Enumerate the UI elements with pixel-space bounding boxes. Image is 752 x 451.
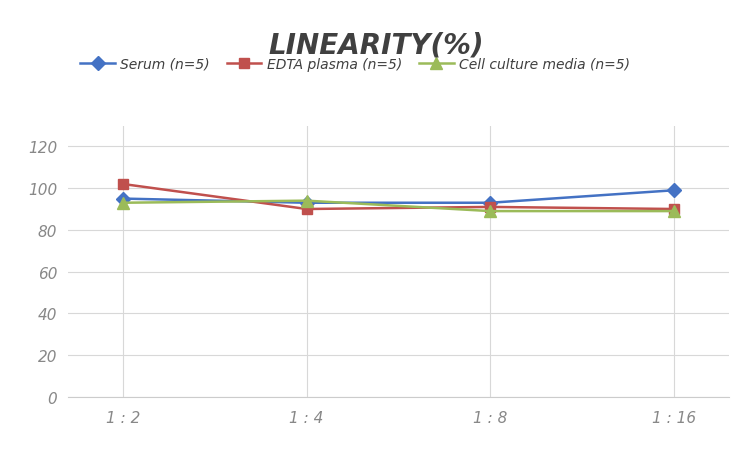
Cell culture media (n=5) — [670, 209, 679, 214]
Line: Serum (n=5): Serum (n=5) — [118, 186, 679, 208]
Text: LINEARITY(%): LINEARITY(%) — [268, 32, 484, 60]
Serum (n=5) — [118, 197, 127, 202]
EDTA plasma (n=5) — [302, 207, 311, 212]
Line: EDTA plasma (n=5): EDTA plasma (n=5) — [118, 179, 679, 214]
EDTA plasma (n=5) — [118, 182, 127, 187]
Serum (n=5) — [486, 201, 495, 206]
Cell culture media (n=5) — [118, 201, 127, 206]
Serum (n=5) — [670, 188, 679, 193]
EDTA plasma (n=5) — [486, 205, 495, 210]
Serum (n=5) — [302, 201, 311, 206]
Line: Cell culture media (n=5): Cell culture media (n=5) — [117, 196, 680, 217]
Cell culture media (n=5) — [302, 198, 311, 204]
EDTA plasma (n=5) — [670, 207, 679, 212]
Cell culture media (n=5) — [486, 209, 495, 214]
Legend: Serum (n=5), EDTA plasma (n=5), Cell culture media (n=5): Serum (n=5), EDTA plasma (n=5), Cell cul… — [74, 52, 635, 77]
